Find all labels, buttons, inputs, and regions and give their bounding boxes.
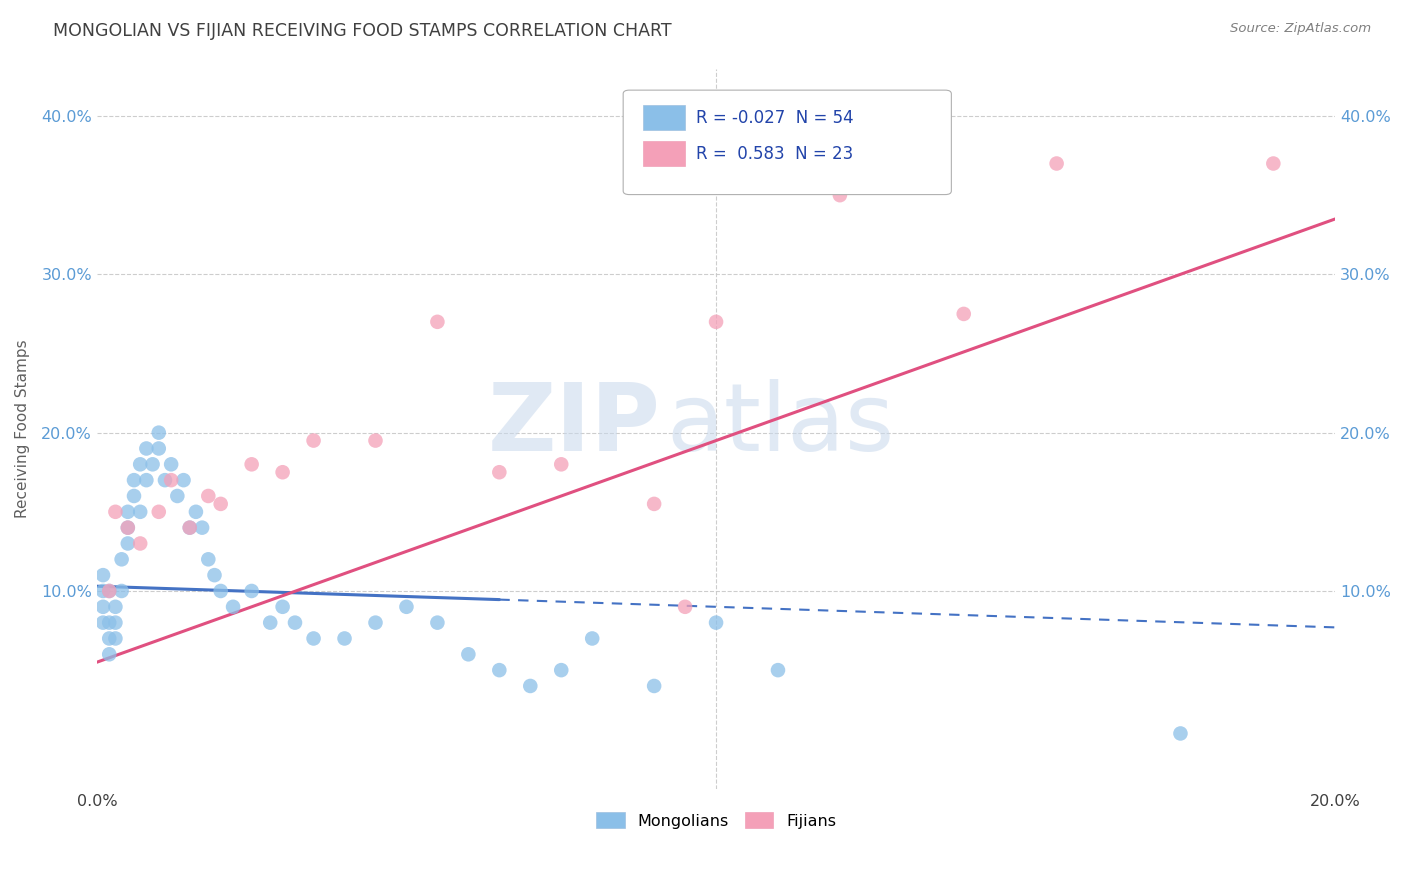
Point [550,458,572,472]
Point [457,648,479,662]
FancyBboxPatch shape [643,105,685,130]
Point [1263,156,1285,170]
Point [240,458,263,472]
Point [179,521,201,535]
Point [173,473,195,487]
Point [179,521,201,535]
Point [191,521,214,535]
Point [91,615,114,630]
Point [142,458,165,472]
Y-axis label: Receiving Food Stamps: Receiving Food Stamps [15,339,30,518]
Point [259,615,281,630]
Point [488,663,510,677]
Point [148,442,170,456]
Point [153,473,176,487]
Point [117,505,139,519]
Point [148,425,170,440]
Point [117,521,139,535]
Point [184,505,207,519]
Point [581,632,603,646]
Point [204,568,226,582]
Text: R = -0.027  N = 54: R = -0.027 N = 54 [696,109,853,127]
Point [271,599,294,614]
Point [104,615,127,630]
Point [104,505,127,519]
Point [395,599,418,614]
Point [550,663,572,677]
Point [1046,156,1069,170]
Point [117,521,139,535]
Point [240,584,263,599]
Point [197,552,219,566]
Point [197,489,219,503]
Point [91,599,114,614]
Legend: Mongolians, Fijians: Mongolians, Fijians [589,806,842,835]
Point [1170,726,1192,740]
Point [364,615,387,630]
Point [135,442,157,456]
Point [122,489,145,503]
FancyBboxPatch shape [643,141,685,167]
Point [643,497,665,511]
Point [122,473,145,487]
Point [704,315,727,329]
FancyBboxPatch shape [623,90,952,194]
Point [160,458,183,472]
Point [98,615,121,630]
Point [129,536,152,550]
Point [91,584,114,599]
Point [673,599,696,614]
Point [129,458,152,472]
Point [766,663,789,677]
Point [98,632,121,646]
Point [166,489,188,503]
Point [364,434,387,448]
Point [104,599,127,614]
Point [110,552,132,566]
Point [117,536,139,550]
Point [426,615,449,630]
Point [135,473,157,487]
Point [222,599,245,614]
Point [704,615,727,630]
Point [828,188,851,202]
Point [271,465,294,479]
Point [952,307,974,321]
Point [98,584,121,599]
Point [160,473,183,487]
Point [209,497,232,511]
Point [643,679,665,693]
Point [209,584,232,599]
Point [302,434,325,448]
Point [129,505,152,519]
Text: R =  0.583  N = 23: R = 0.583 N = 23 [696,145,853,162]
Text: Source: ZipAtlas.com: Source: ZipAtlas.com [1230,22,1371,36]
Point [104,632,127,646]
Point [91,568,114,582]
Point [148,505,170,519]
Point [333,632,356,646]
Point [98,584,121,599]
Point [488,465,510,479]
Text: ZIP: ZIP [488,379,661,471]
Point [302,632,325,646]
Point [98,648,121,662]
Text: atlas: atlas [666,379,894,471]
Point [426,315,449,329]
Point [110,584,132,599]
Text: MONGOLIAN VS FIJIAN RECEIVING FOOD STAMPS CORRELATION CHART: MONGOLIAN VS FIJIAN RECEIVING FOOD STAMP… [53,22,672,40]
Point [519,679,541,693]
Point [284,615,307,630]
